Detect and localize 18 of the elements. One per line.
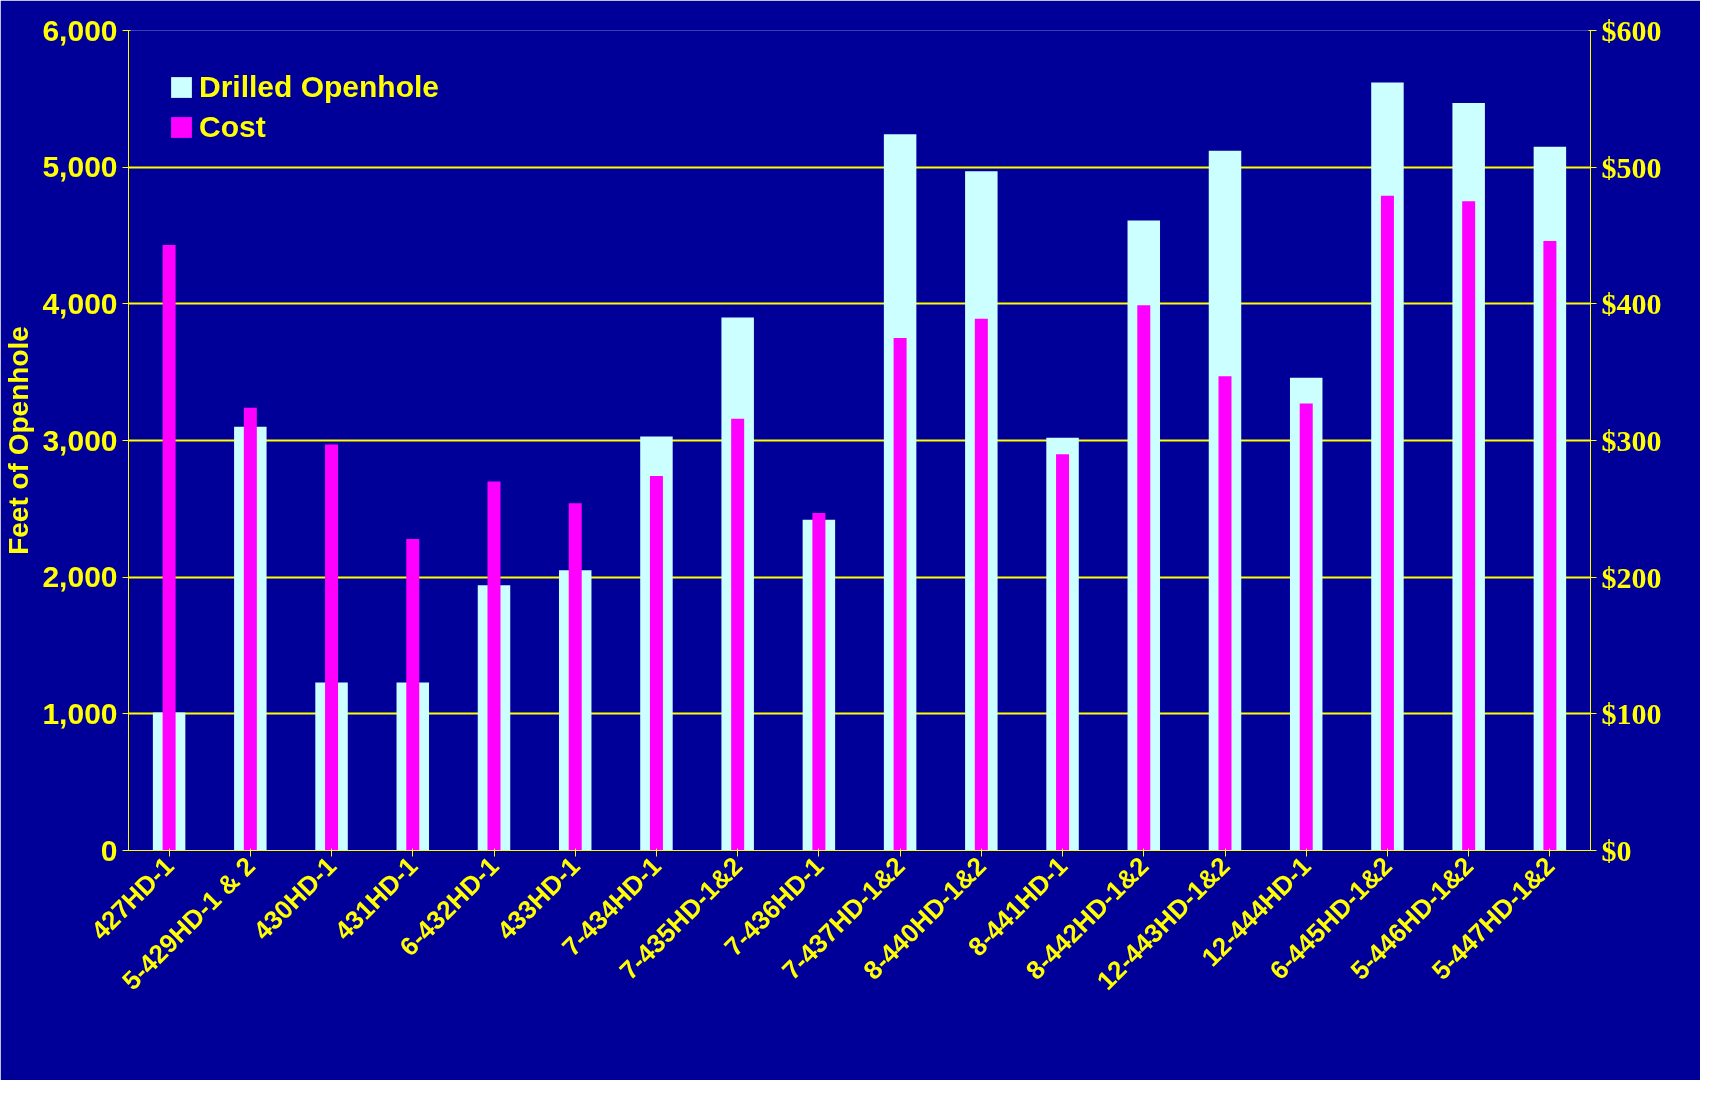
bar <box>893 338 907 851</box>
bar <box>1218 376 1232 851</box>
y2-tick-label: $500 <box>1601 150 1662 184</box>
y-tick-label: 2,000 <box>42 560 118 594</box>
y2-tick-label: $200 <box>1601 560 1662 594</box>
y2-tick-label: $100 <box>1601 697 1662 731</box>
y-tick-label: 1,000 <box>42 696 118 730</box>
y-tick-label: 5,000 <box>42 150 118 184</box>
y2-tick-label: $0 <box>1601 834 1632 867</box>
y-tick-label: 6,000 <box>42 13 118 47</box>
legend-label: Drilled Openhole <box>199 70 440 104</box>
y2-tick-label: $400 <box>1601 287 1662 321</box>
y-axis-title: Feet of Openhole <box>3 326 35 555</box>
legend-label: Cost <box>199 110 266 144</box>
y2-tick-label: $600 <box>1601 14 1662 47</box>
y-tick-label: 4,000 <box>42 286 118 320</box>
y-tick-label: 3,000 <box>42 423 118 457</box>
y2-tick-label: $300 <box>1601 424 1662 457</box>
